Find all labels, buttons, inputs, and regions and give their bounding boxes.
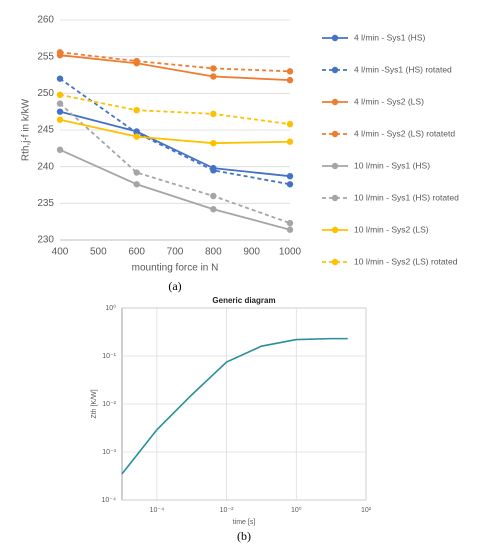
y-tick-label: 255 bbox=[37, 51, 54, 62]
data-point bbox=[56, 91, 64, 99]
x-tick-label: 10⁻² bbox=[220, 507, 234, 514]
data-point bbox=[210, 167, 217, 174]
series-line bbox=[59, 110, 291, 178]
x-axis-label: mounting force in N bbox=[132, 263, 219, 274]
x-tick-label: 700 bbox=[167, 247, 184, 258]
data-point bbox=[210, 206, 217, 213]
data-point bbox=[133, 57, 140, 65]
x-tick-label: 900 bbox=[243, 247, 260, 258]
data-point bbox=[133, 181, 140, 188]
data-point bbox=[286, 68, 294, 75]
legend-label: 4 l/min -Sys1 (HS) rotated bbox=[354, 64, 452, 74]
legend-marker bbox=[331, 226, 339, 234]
data-point bbox=[286, 219, 294, 227]
y-tick-label: 10⁻³ bbox=[102, 449, 116, 456]
series-line bbox=[59, 118, 291, 145]
x-tick-label: 10⁻⁴ bbox=[150, 507, 165, 514]
data-point bbox=[210, 140, 217, 147]
y-axis-label: Rth,j-f in k/kW bbox=[21, 98, 32, 161]
data-point bbox=[210, 110, 217, 118]
legend-label: 10 l/min - Sys2 (LS) rotated bbox=[354, 256, 458, 266]
data-point bbox=[210, 192, 217, 200]
legend-label: 4 l/min - Sys2 (LS) rotatetd bbox=[354, 128, 455, 138]
y-tick-label: 10⁻² bbox=[102, 401, 116, 408]
data-point bbox=[133, 133, 140, 140]
data-point bbox=[133, 169, 140, 176]
data-point bbox=[286, 120, 294, 128]
data-point bbox=[210, 65, 217, 72]
data-point bbox=[286, 181, 294, 188]
data-point bbox=[56, 146, 64, 153]
x-tick-label: 10⁰ bbox=[291, 506, 302, 514]
y-tick-label: 230 bbox=[37, 235, 54, 246]
series-line bbox=[59, 77, 291, 186]
legend-label: 4 l/min - Sys2 (LS) bbox=[354, 96, 424, 106]
x-axis-label: time [s] bbox=[233, 519, 256, 526]
series-line bbox=[59, 54, 291, 82]
data-point bbox=[133, 107, 140, 114]
series-line bbox=[59, 148, 291, 231]
legend-label: 10 l/min - Sys2 (LS) bbox=[354, 224, 429, 234]
series-line bbox=[121, 337, 348, 475]
data-point bbox=[56, 108, 64, 115]
legend-marker bbox=[331, 34, 339, 42]
x-tick-label: 10² bbox=[361, 507, 372, 514]
data-point bbox=[56, 49, 64, 56]
data-point bbox=[286, 226, 294, 233]
legend-marker bbox=[331, 258, 339, 266]
chart-title: Generic diagram bbox=[212, 296, 275, 305]
data-point bbox=[286, 138, 294, 145]
data-point bbox=[286, 173, 294, 180]
x-tick-label: 1000 bbox=[279, 247, 302, 258]
legend-marker bbox=[331, 162, 339, 170]
data-point bbox=[286, 76, 294, 84]
y-tick-label: 10⁻¹ bbox=[102, 353, 116, 360]
x-tick-label: 500 bbox=[90, 247, 107, 258]
legend-marker bbox=[331, 130, 339, 138]
series-line bbox=[59, 51, 291, 73]
legend-marker bbox=[331, 66, 339, 74]
legend-marker bbox=[331, 194, 339, 202]
x-tick-label: 400 bbox=[52, 247, 69, 258]
y-tick-label: 235 bbox=[37, 198, 54, 209]
caption: (b) bbox=[237, 529, 251, 543]
y-tick-label: 260 bbox=[37, 15, 54, 26]
x-tick-label: 800 bbox=[205, 247, 222, 258]
legend-label: 10 l/min - Sys1 (HS) bbox=[354, 160, 430, 170]
data-point bbox=[56, 100, 64, 107]
legend-marker bbox=[331, 98, 339, 106]
data-point bbox=[210, 73, 217, 80]
data-point bbox=[56, 116, 64, 123]
legend-label: 10 l/min - Sys1 (HS) rotated bbox=[354, 192, 459, 202]
y-tick-label: 240 bbox=[37, 161, 54, 172]
caption: (a) bbox=[168, 279, 181, 293]
y-tick-label: 10⁰ bbox=[105, 304, 116, 312]
data-point bbox=[56, 75, 64, 82]
legend-label: 4 l/min - Sys1 (HS) bbox=[354, 32, 425, 42]
y-tick-label: 10⁻⁴ bbox=[102, 497, 117, 504]
series-line bbox=[59, 102, 291, 224]
y-tick-label: 245 bbox=[37, 125, 54, 136]
y-tick-label: 250 bbox=[37, 88, 54, 99]
y-axis-label: Zth [K/W] bbox=[91, 389, 98, 418]
x-tick-label: 600 bbox=[128, 247, 145, 258]
